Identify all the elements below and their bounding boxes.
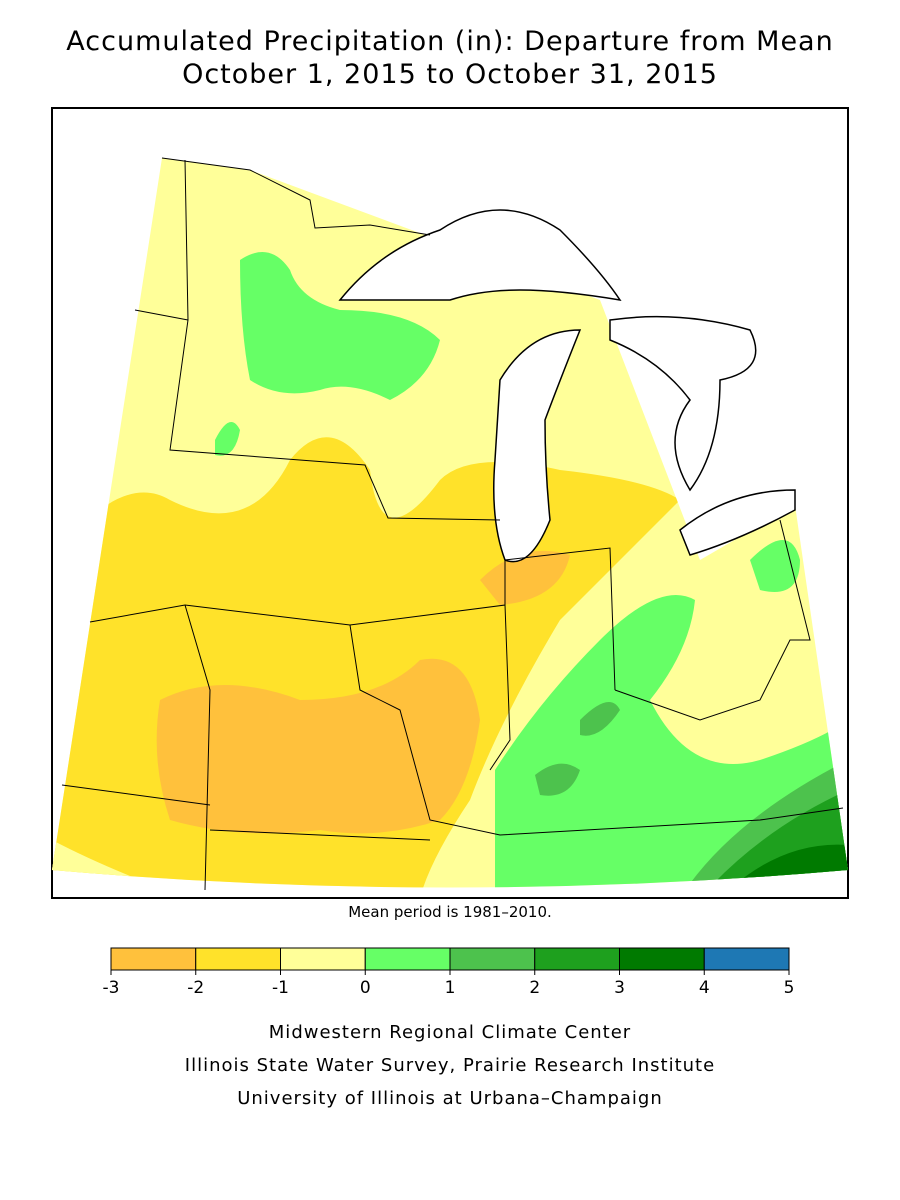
legend-swatch: [449, 947, 536, 971]
credit: University of Illinois at Urbana–Champai…: [237, 1088, 663, 1109]
legend-tick-label: 2: [529, 978, 540, 998]
legend-tick-label: -2: [187, 978, 204, 998]
zone: [156, 658, 480, 834]
legend-tick-label: 3: [614, 978, 625, 998]
zone: [215, 422, 240, 456]
lake: [679, 489, 796, 556]
zone: [750, 540, 800, 592]
legend-swatch: [280, 947, 366, 971]
legend-tick-label: 0: [360, 978, 371, 998]
lake: [338, 209, 622, 302]
legend-swatch: [703, 947, 790, 971]
zone: [480, 550, 570, 605]
legend-swatch: [619, 947, 705, 971]
title-line: October 1, 2015 to October 31, 2015: [182, 59, 718, 90]
lake: [609, 315, 757, 492]
legend-swatch: [110, 947, 197, 971]
map: [51, 107, 849, 899]
borders: [61, 157, 844, 891]
legend-tick-label: 1: [445, 978, 456, 998]
legend-tick-label: -3: [103, 978, 120, 998]
lake: [493, 329, 582, 563]
legend-swatch: [195, 947, 281, 971]
legend-tick-label: 5: [784, 978, 795, 998]
legend: -3 -2 -1 0 1 2 3 4 5: [103, 947, 795, 998]
credit: Illinois State Water Survey, Prairie Res…: [185, 1055, 715, 1076]
lakes: [338, 209, 796, 563]
legend-swatch: [534, 947, 620, 971]
legend-tick-label: 4: [699, 978, 710, 998]
zone: [535, 702, 620, 796]
credit: Midwestern Regional Climate Center: [269, 1022, 631, 1043]
mean-period-note: Mean period is 1981–2010.: [348, 903, 552, 921]
legend-tick-label: -1: [272, 978, 289, 998]
title-line: Accumulated Precipitation (in): Departur…: [66, 26, 833, 57]
legend-swatch: [364, 947, 451, 971]
zone: [240, 252, 440, 400]
